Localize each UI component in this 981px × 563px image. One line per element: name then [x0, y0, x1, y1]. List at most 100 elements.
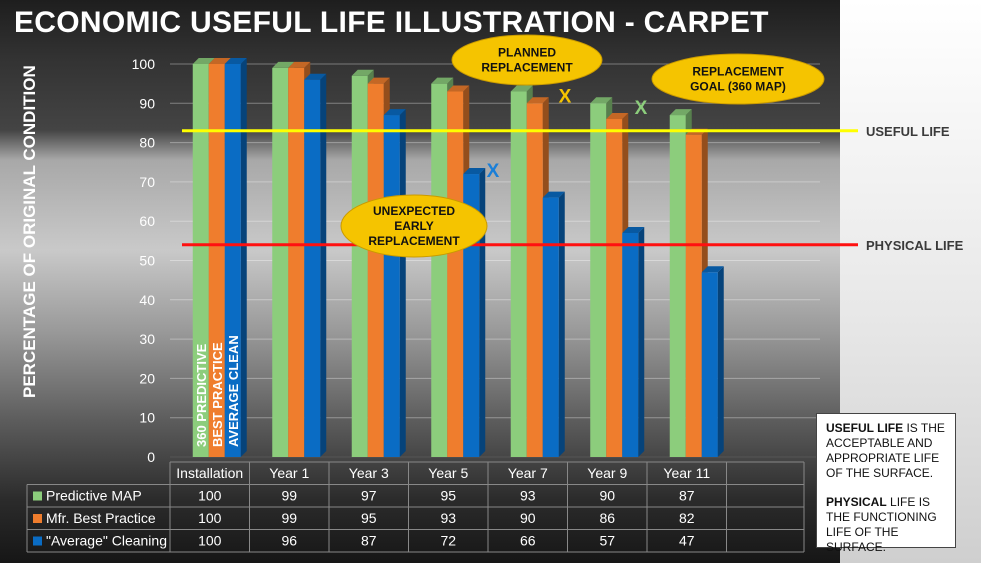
bar [431, 83, 448, 458]
bar [192, 64, 209, 457]
bar-top [463, 168, 486, 175]
table-value: 57 [599, 533, 615, 549]
category-label: Installation [176, 465, 243, 481]
bar-side [479, 168, 486, 458]
bar-top [701, 266, 724, 273]
y-tick-label: 20 [139, 370, 155, 386]
table-value: 99 [281, 510, 297, 526]
bar-inner-label: 360 PREDICTIVE [194, 343, 209, 447]
bar [542, 197, 559, 457]
legend-swatch [33, 536, 42, 546]
bar [622, 232, 639, 457]
bar [304, 79, 321, 457]
bar-side [638, 226, 645, 457]
callout-bubble [340, 194, 488, 258]
bar [208, 64, 225, 457]
bar [606, 119, 623, 458]
table-value: 95 [440, 488, 456, 504]
callout-bubble [651, 53, 825, 105]
bar-top [224, 58, 247, 64]
replacement-marker: X [635, 98, 648, 119]
replacement-marker: X [487, 161, 500, 182]
bar-side [399, 109, 406, 457]
bar [272, 67, 289, 458]
table-value: 100 [198, 510, 222, 526]
legend-series-name: Predictive MAP [46, 488, 142, 504]
table-value: 90 [599, 488, 615, 504]
bar-inner-label: BEST PRACTICE [210, 342, 225, 447]
bar [447, 91, 464, 457]
y-tick-label: 100 [132, 56, 156, 72]
bar-top [192, 58, 215, 64]
table-value: 66 [520, 533, 536, 549]
legend-series-name: "Average" Cleaning [46, 533, 167, 549]
bar-top [351, 69, 374, 76]
bar [224, 64, 241, 457]
table-value: 82 [679, 510, 695, 526]
reference-line-label: PHYSICAL LIFE [866, 238, 964, 253]
table-value: 100 [198, 488, 222, 504]
table-value: 97 [361, 488, 377, 504]
bar-inner-label: AVERAGE CLEAN [226, 335, 241, 447]
physical-life-definition: PHYSICAL LIFE IS THE FUNCTIONING LIFE OF… [826, 495, 946, 555]
legend-swatch [33, 491, 42, 501]
y-tick-label: 10 [139, 410, 155, 426]
bar [367, 83, 384, 458]
chart-title: ECONOMIC USEFUL LIFE ILLUSTRATION - CARP… [14, 6, 769, 39]
replacement-marker: X [559, 86, 572, 107]
bar-side [558, 191, 565, 457]
bar-side [717, 266, 724, 457]
bar [685, 134, 702, 458]
bar-top [272, 61, 295, 68]
y-tick-label: 80 [139, 135, 155, 151]
category-label: Year 5 [428, 465, 468, 481]
table-value: 47 [679, 533, 695, 549]
table-value: 72 [440, 533, 456, 549]
category-label: Year 11 [663, 465, 710, 481]
bar [383, 115, 400, 457]
callout-text: EARLY [394, 219, 434, 233]
table-value: 93 [520, 488, 536, 504]
table-value: 95 [361, 510, 377, 526]
table-value: 87 [361, 533, 377, 549]
category-label: Year 1 [269, 465, 309, 481]
category-label: Year 3 [349, 465, 389, 481]
callout-text: UNEXPECTED [373, 204, 455, 218]
legend-series-name: Mfr. Best Practice [46, 510, 156, 526]
table-value: 96 [281, 533, 297, 549]
bar [351, 75, 368, 457]
bar-top [208, 58, 231, 64]
useful-life-definition: USEFUL LIFE IS THE ACCEPTABLE AND APPROP… [826, 421, 946, 481]
bar [701, 272, 718, 457]
bar-top [304, 73, 327, 80]
y-tick-label: 90 [139, 95, 155, 111]
bar-top [383, 109, 406, 116]
bar-top [431, 77, 454, 84]
bar [288, 67, 305, 458]
bar-top [447, 85, 470, 92]
callout-text: REPLACEMENT [692, 65, 784, 79]
physical-life-term: PHYSICAL [826, 495, 887, 509]
callout-bubble [451, 34, 603, 86]
y-tick-label: 40 [139, 292, 155, 308]
table-value: 90 [520, 510, 536, 526]
table-value: 100 [198, 533, 222, 549]
bar-top [590, 97, 613, 104]
y-tick-label: 0 [147, 449, 155, 465]
callout-text: REPLACEMENT [481, 61, 573, 75]
y-tick-label: 70 [139, 174, 155, 190]
legend-swatch [33, 514, 42, 523]
y-tick-label: 60 [139, 213, 155, 229]
physical-life-text: LIFE IS THE FUNCTIONING LIFE OF THE SURF… [826, 495, 937, 554]
callout-text: GOAL (360 MAP) [690, 80, 786, 94]
callout-text: REPLACEMENT [368, 234, 460, 248]
useful-life-text: IS THE ACCEPTABLE AND APPROPRIATE LIFE O… [826, 421, 945, 480]
bar [590, 103, 607, 458]
bar [510, 91, 527, 457]
bar [526, 103, 543, 458]
bar-top [622, 226, 645, 233]
bar-side [240, 58, 247, 457]
bar-top [526, 97, 549, 104]
table-value: 93 [440, 510, 456, 526]
